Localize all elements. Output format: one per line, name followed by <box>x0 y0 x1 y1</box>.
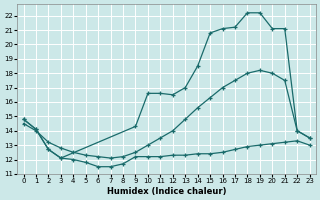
X-axis label: Humidex (Indice chaleur): Humidex (Indice chaleur) <box>107 187 226 196</box>
